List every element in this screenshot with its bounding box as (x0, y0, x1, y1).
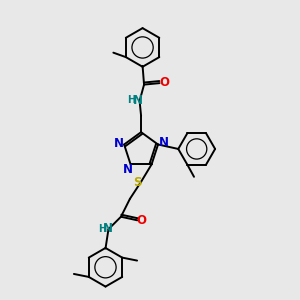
Text: H: H (127, 95, 135, 105)
Text: N: N (158, 136, 168, 148)
Text: N: N (103, 222, 113, 235)
Text: O: O (137, 214, 147, 227)
Text: N: N (114, 137, 124, 150)
Text: O: O (159, 76, 169, 89)
Text: N: N (123, 163, 133, 176)
Text: H: H (98, 224, 106, 234)
Text: S: S (133, 176, 141, 189)
Text: N: N (133, 94, 143, 107)
